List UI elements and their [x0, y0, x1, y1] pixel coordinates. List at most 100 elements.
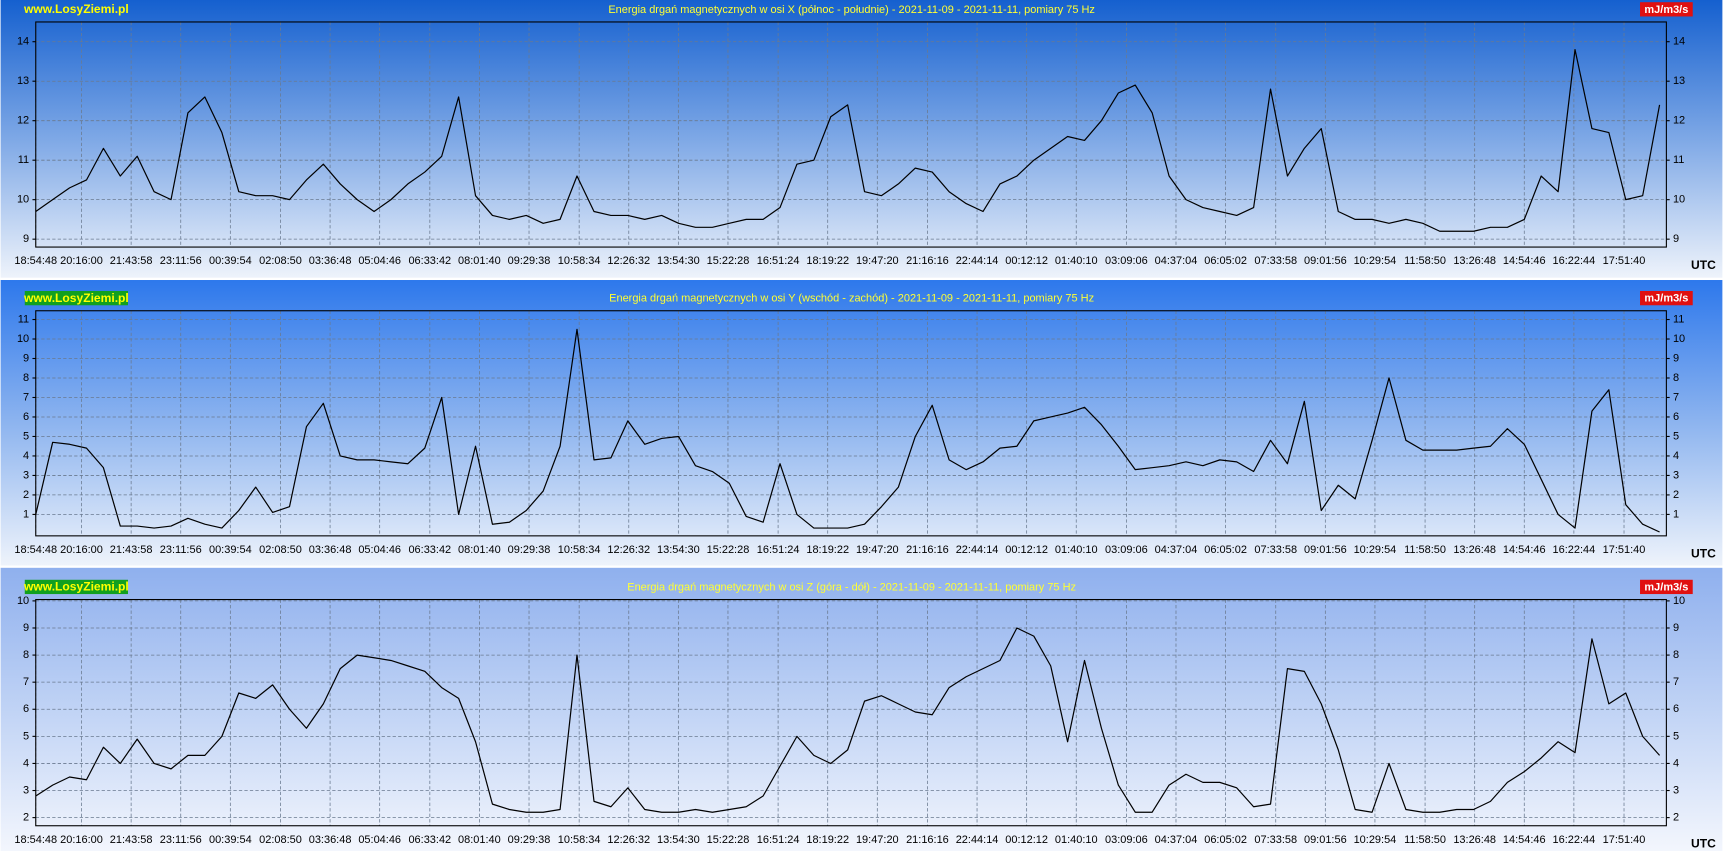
y-tick-label: 1 — [1673, 508, 1679, 520]
x-tick-label: 06:33:42 — [408, 255, 451, 267]
source-label: www.LosyZiemi.pl — [23, 2, 129, 16]
x-tick-label: 09:29:38 — [508, 255, 551, 267]
x-tick-label: 23:11:56 — [160, 834, 202, 846]
x-tick-label: 11:58:50 — [1404, 544, 1446, 556]
y-tick-label: 10 — [17, 595, 29, 607]
x-tick-label: 23:11:56 — [160, 544, 202, 556]
x-tick-label: 20:16:00 — [60, 834, 103, 846]
x-tick-label: 06:05:02 — [1204, 544, 1247, 556]
y-tick-label: 7 — [23, 391, 29, 403]
x-tick-label: 18:54:48 — [14, 255, 57, 267]
x-tick-label: 02:08:50 — [259, 255, 302, 267]
y-tick-label: 10 — [1673, 333, 1685, 345]
y-tick-label: 4 — [23, 450, 29, 462]
x-tick-label: 05:04:46 — [358, 255, 401, 267]
x-tick-label: 11:58:50 — [1404, 834, 1446, 846]
x-tick-label: 16:51:24 — [757, 544, 800, 556]
y-tick-label: 10 — [17, 333, 29, 345]
x-tick-label: 18:19:22 — [806, 255, 849, 267]
data-line — [35, 49, 1661, 232]
y-unit: mJ/m3/s — [1644, 293, 1688, 305]
y-tick-label: 13 — [17, 75, 29, 87]
y-tick-label: 8 — [23, 372, 29, 384]
y-tick-label: 9 — [1673, 622, 1679, 634]
x-tick-label: 11:58:50 — [1404, 255, 1446, 267]
y-tick-label: 11 — [1673, 154, 1684, 166]
x-tick-label: 03:09:06 — [1105, 544, 1148, 556]
x-tick-label: 19:47:20 — [856, 834, 899, 846]
y-tick-label: 12 — [17, 115, 29, 127]
x-tick-label: 10:29:54 — [1354, 834, 1397, 846]
x-tick-label: 16:22:44 — [1553, 544, 1596, 556]
y-tick-label: 5 — [23, 430, 29, 442]
y-tick-label: 5 — [1673, 730, 1679, 742]
y-tick-label: 6 — [23, 703, 29, 715]
x-tick-label: 08:01:40 — [458, 834, 501, 846]
x-tick-label: 00:39:54 — [209, 834, 252, 846]
plot-frame — [35, 598, 1667, 827]
x-tick-label: 23:11:56 — [160, 255, 202, 267]
y-tick-label: 14 — [1673, 36, 1685, 48]
x-tick-label: 09:29:38 — [508, 544, 551, 556]
x-tick-label: 02:08:50 — [259, 834, 302, 846]
x-tick-label: 17:51:40 — [1603, 544, 1646, 556]
chart-title: Energia drgań magnetycznych w osi Z (gór… — [627, 581, 1076, 593]
source-box — [24, 579, 128, 595]
x-tick-label: 04:37:04 — [1155, 834, 1198, 846]
x-tick-label: 21:16:16 — [906, 834, 949, 846]
x-tick-label: 01:40:10 — [1055, 834, 1098, 846]
x-tick-label: 10:58:34 — [558, 544, 601, 556]
y-tick-label: 3 — [23, 784, 29, 796]
y-tick-label: 6 — [1673, 703, 1679, 715]
y-tick-label: 4 — [1673, 757, 1679, 769]
y-tick-label: 2 — [1673, 489, 1679, 501]
x-tick-label: 21:43:58 — [110, 544, 153, 556]
y-tick-label: 12 — [1673, 115, 1685, 127]
x-unit: UTC — [1691, 547, 1716, 561]
x-tick-label: 18:19:22 — [806, 544, 849, 556]
x-tick-label: 12:26:32 — [607, 255, 650, 267]
x-tick-label: 21:16:16 — [906, 255, 949, 267]
x-tick-label: 04:37:04 — [1155, 255, 1198, 267]
y-tick-label: 14 — [17, 36, 29, 48]
y-tick-label: 1 — [23, 508, 29, 520]
y-tick-label: 8 — [23, 649, 29, 661]
x-tick-label: 06:33:42 — [408, 544, 451, 556]
x-tick-label: 21:16:16 — [906, 544, 949, 556]
plot-frame — [35, 21, 1667, 248]
x-tick-label: 15:22:28 — [707, 544, 750, 556]
data-line — [35, 627, 1661, 813]
x-tick-label: 19:47:20 — [856, 544, 899, 556]
y-tick-label: 13 — [1673, 75, 1685, 87]
y-tick-label: 4 — [23, 757, 29, 769]
x-tick-label: 13:54:30 — [657, 255, 700, 267]
y-tick-label: 10 — [1673, 194, 1685, 206]
x-tick-label: 20:16:00 — [60, 255, 103, 267]
x-unit: UTC — [1691, 258, 1716, 272]
x-tick-label: 07:33:58 — [1254, 834, 1297, 846]
source-box — [24, 290, 128, 306]
y-tick-label: 7 — [1673, 391, 1679, 403]
y-tick-label: 3 — [1673, 469, 1679, 481]
y-tick-label: 10 — [1673, 595, 1685, 607]
x-tick-label: 10:58:34 — [558, 834, 601, 846]
x-tick-label: 14:54:46 — [1503, 834, 1546, 846]
x-tick-label: 16:51:24 — [757, 834, 800, 846]
x-tick-label: 22:44:14 — [956, 544, 999, 556]
x-tick-label: 09:01:56 — [1304, 255, 1347, 267]
x-tick-label: 00:12:12 — [1005, 255, 1048, 267]
x-tick-label: 21:43:58 — [110, 255, 153, 267]
source-label: www.LosyZiemi.pl — [23, 580, 129, 594]
x-tick-label: 13:26:48 — [1453, 834, 1496, 846]
x-tick-label: 17:51:40 — [1603, 255, 1646, 267]
x-tick-label: 10:29:54 — [1354, 255, 1397, 267]
x-tick-label: 14:54:46 — [1503, 255, 1546, 267]
x-tick-label: 16:22:44 — [1553, 834, 1596, 846]
unit-box — [1640, 2, 1693, 17]
x-tick-label: 03:09:06 — [1105, 834, 1148, 846]
x-tick-label: 10:58:34 — [558, 255, 601, 267]
x-tick-label: 03:09:06 — [1105, 255, 1148, 267]
x-tick-label: 20:16:00 — [60, 544, 103, 556]
